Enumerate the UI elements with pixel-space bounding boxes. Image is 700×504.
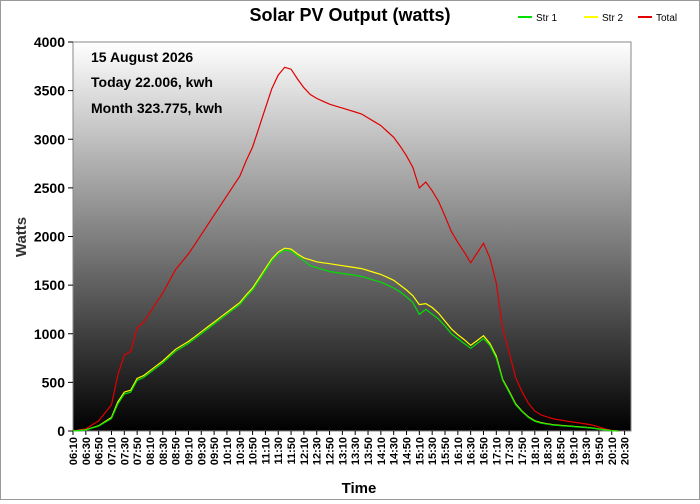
chart-title: Solar PV Output (watts)	[249, 5, 450, 25]
x-tick-label: 08:50	[171, 437, 183, 465]
annotations: 15 August 2026 Today 22.006, kwh Month 3…	[91, 49, 222, 116]
legend-label: Str 2	[602, 13, 624, 24]
x-tick-label: 17:30	[504, 437, 516, 465]
x-tick-label: 14:10	[376, 437, 388, 465]
x-tick-label: 10:10	[222, 437, 234, 465]
x-tick-label: 15:10	[414, 437, 426, 465]
x-axis: 06:10 06:30 06:50 07:10 07:30 07:50 08:10 08:30…	[68, 431, 632, 465]
x-tick-label: 18:10	[530, 437, 542, 465]
x-tick-label: 19:10	[568, 437, 580, 465]
y-tick-label: 0	[57, 423, 65, 439]
x-tick-label: 08:10	[145, 437, 157, 465]
x-tick-label: 12:50	[325, 437, 337, 465]
x-tick-label: 16:30	[466, 437, 478, 465]
legend-label: Str 1	[536, 13, 558, 24]
x-tick-label: 13:10	[337, 437, 349, 465]
x-tick-label: 07:10	[106, 437, 118, 465]
x-tick-label: 14:50	[402, 437, 414, 465]
x-tick-label: 17:50	[517, 437, 529, 465]
plot-background	[72, 41, 632, 432]
x-tick-label: 16:50	[478, 437, 490, 465]
y-tick-label: 2500	[34, 180, 65, 196]
x-tick-label: 19:50	[594, 437, 606, 465]
x-tick-label: 12:10	[299, 437, 311, 465]
y-tick-label: 3000	[34, 131, 65, 147]
x-tick-label: 20:10	[607, 437, 619, 465]
x-tick-label: 07:50	[132, 437, 144, 465]
x-tick-label: 10:30	[235, 437, 247, 465]
x-tick-label: 13:50	[363, 437, 375, 465]
x-axis-label: Time	[342, 480, 377, 497]
x-tick-label: 07:30	[119, 437, 131, 465]
x-tick-label: 19:30	[581, 437, 593, 465]
x-tick-label: 20:30	[620, 437, 632, 465]
x-tick-label: 09:50	[209, 437, 221, 465]
legend: Str 1 Str 2 Total	[518, 13, 677, 24]
x-tick-label: 15:50	[440, 437, 452, 465]
annotation-month: Month 323.775, kwh	[91, 100, 222, 116]
series-lines	[72, 66, 619, 432]
x-tick-label: 15:30	[427, 437, 439, 465]
x-tick-label: 10:50	[248, 437, 260, 465]
y-tick-label: 500	[42, 374, 66, 390]
x-tick-label: 06:30	[81, 437, 93, 465]
x-tick-label: 13:30	[350, 437, 362, 465]
y-axis: 0 500 1000 1500 2000 2500 3000 3500 4000	[34, 34, 73, 439]
x-tick-label: 17:10	[491, 437, 503, 465]
y-tick-label: 3500	[34, 83, 65, 99]
x-tick-label: 14:30	[389, 437, 401, 465]
legend-label: Total	[656, 13, 677, 24]
annotation-date: 15 August 2026	[91, 49, 193, 65]
x-tick-label: 12:30	[312, 437, 324, 465]
x-tick-label: 11:10	[260, 437, 272, 465]
x-tick-label: 09:10	[183, 437, 195, 465]
y-tick-label: 1500	[34, 277, 65, 293]
x-tick-label: 11:50	[286, 437, 298, 465]
y-tick-label: 4000	[34, 34, 65, 50]
y-axis-label: Watts	[13, 217, 30, 257]
y-tick-label: 2000	[34, 229, 65, 245]
x-tick-label: 06:10	[68, 437, 80, 465]
x-tick-label: 18:30	[543, 437, 555, 465]
x-tick-label: 11:30	[273, 437, 285, 465]
x-tick-label: 08:30	[158, 437, 170, 465]
x-tick-label: 18:50	[555, 437, 567, 465]
series-line-str-1	[72, 249, 619, 432]
series-line-total	[72, 66, 619, 432]
annotation-today: Today 22.006, kwh	[91, 74, 213, 90]
x-tick-label: 16:10	[453, 437, 465, 465]
x-tick-label: 09:30	[196, 437, 208, 465]
y-tick-label: 1000	[34, 326, 65, 342]
x-tick-label: 06:50	[94, 437, 106, 465]
